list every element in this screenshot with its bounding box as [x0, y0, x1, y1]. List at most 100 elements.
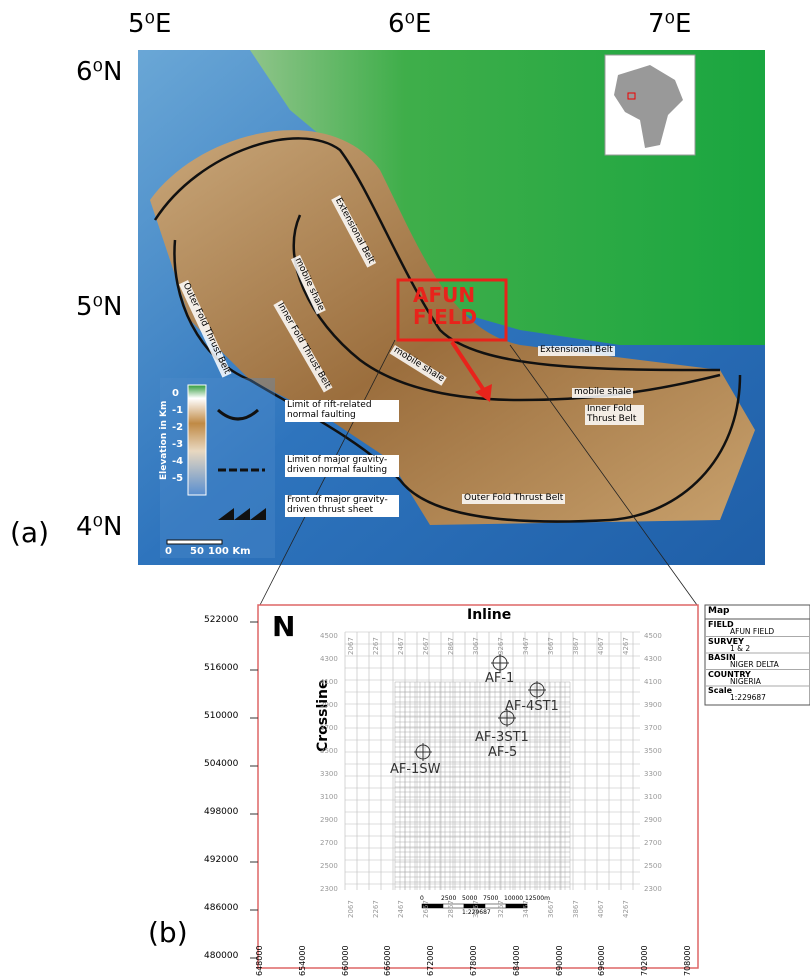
legend-item: Limit of major gravity-driven normal fau…	[285, 455, 399, 477]
legend-tick: -4	[172, 456, 183, 467]
northing-label: 504000	[204, 760, 238, 770]
info-value: 1:229687	[730, 694, 766, 702]
info-value: AFUN FIELD	[730, 628, 774, 636]
inline-label: 2467	[398, 900, 406, 918]
axis-title: Inline	[467, 608, 511, 623]
crossline-label: 2700	[644, 840, 662, 848]
inline-label: 3867	[573, 900, 581, 918]
crossline-label: 3900	[320, 702, 338, 710]
crossline-label: 3500	[320, 748, 338, 756]
northing-label: 510000	[204, 712, 238, 722]
info-value: NIGER DELTA	[730, 661, 779, 669]
easting-label: 666000	[384, 945, 393, 976]
inline-label: 2267	[373, 637, 381, 655]
scale-label: 7500	[483, 896, 498, 903]
legend-tick: -5	[172, 473, 183, 484]
well-label: AF-5	[488, 746, 517, 760]
inline-label: 3267	[498, 637, 506, 655]
info-title: Map	[708, 607, 729, 617]
inline-label: 4067	[598, 637, 606, 655]
inline-label: 3067	[473, 637, 481, 655]
easting-label: 678000	[470, 945, 479, 976]
easting-label: 708000	[684, 945, 693, 976]
map-label: Inner Fold Thrust Belt	[585, 405, 644, 425]
crossline-label: 2700	[320, 840, 338, 848]
crossline-label: 4300	[320, 656, 338, 664]
crossline-label: 2900	[644, 817, 662, 825]
scale-label: 5000	[462, 896, 477, 903]
crossline-label: 3700	[320, 725, 338, 733]
inline-label: 2667	[423, 637, 431, 655]
inline-label: 3867	[573, 637, 581, 655]
easting-label: 696000	[598, 945, 607, 976]
easting-label: 684000	[513, 945, 522, 976]
easting-label: 660000	[342, 945, 351, 976]
inline-label: 3467	[523, 637, 531, 655]
northing-label: 498000	[204, 808, 238, 818]
info-value: NIGERIA	[730, 678, 761, 686]
northing-label: 492000	[204, 856, 238, 866]
inline-label: 2267	[373, 900, 381, 918]
latitude-label: 4⁰N	[76, 513, 122, 542]
longitude-label: 7⁰E	[648, 10, 691, 39]
northing-label: 522000	[204, 616, 238, 626]
scale-label: 50	[190, 546, 204, 557]
inline-label: 2867	[448, 637, 456, 655]
well-label: AF-4ST1	[505, 700, 559, 714]
easting-label: 648000	[256, 945, 265, 976]
crossline-label: 4100	[644, 679, 662, 687]
crossline-label: 4500	[320, 633, 338, 641]
well-label: AF-1	[485, 672, 514, 686]
inline-label: 3467	[523, 900, 531, 918]
inline-label: 4267	[623, 900, 631, 918]
info-value: 1 & 2	[730, 645, 750, 653]
scale-label: 0	[420, 896, 424, 903]
inline-label: 2467	[398, 637, 406, 655]
crossline-label: 3900	[644, 702, 662, 710]
inline-label: 3667	[548, 637, 556, 655]
inline-label: 2667	[423, 900, 431, 918]
panel-label: (b)	[148, 918, 188, 949]
panel-label: (a)	[10, 518, 49, 549]
legend-item: Limit of rift-related normal faulting	[285, 400, 399, 422]
legend-tick: -3	[172, 439, 183, 450]
crossline-label: 2500	[320, 863, 338, 871]
easting-label: 654000	[299, 945, 308, 976]
inline-label: 4267	[623, 637, 631, 655]
easting-label: 690000	[556, 945, 565, 976]
legend-title: Elevation in Km	[160, 401, 170, 480]
info-key: Scale	[708, 687, 732, 696]
crossline-label: 3300	[320, 771, 338, 779]
well-label: AF-3ST1	[475, 731, 529, 745]
longitude-label: 5⁰E	[128, 10, 171, 39]
figure-graphics	[0, 0, 810, 980]
map-label: Extensional Belt	[538, 346, 615, 356]
northing-label: 486000	[204, 904, 238, 914]
map-label: mobile shale	[572, 388, 633, 398]
crossline-label: 4300	[644, 656, 662, 664]
easting-label: 672000	[427, 945, 436, 976]
crossline-label: 3100	[644, 794, 662, 802]
crossline-label: 2900	[320, 817, 338, 825]
legend-tick: -1	[172, 405, 183, 416]
scale-label: 10000	[504, 896, 523, 903]
latitude-label: 5⁰N	[76, 293, 122, 322]
northing-label: 516000	[204, 664, 238, 674]
easting-label: 702000	[641, 945, 650, 976]
latitude-label: 6⁰N	[76, 58, 122, 87]
legend-tick: 0	[172, 388, 179, 399]
scale-label: 100 Km	[208, 546, 251, 557]
scale-ratio: 1:229687	[462, 910, 491, 917]
inline-label: 2067	[348, 637, 356, 655]
longitude-label: 6⁰E	[388, 10, 431, 39]
colorbar	[188, 385, 206, 495]
crossline-label: 3300	[644, 771, 662, 779]
crossline-label: 3500	[644, 748, 662, 756]
figure: 5⁰E 6⁰E 7⁰E 6⁰N 5⁰N 4⁰N (a) Extensional Belt mob…	[0, 0, 810, 980]
crossline-label: 2300	[320, 886, 338, 894]
crossline-label: 3700	[644, 725, 662, 733]
crossline-label: 4100	[320, 679, 338, 687]
crossline-label: 4500	[644, 633, 662, 641]
scale-label: 2500	[441, 896, 456, 903]
map-label: Outer Fold Thrust Belt	[462, 494, 565, 504]
